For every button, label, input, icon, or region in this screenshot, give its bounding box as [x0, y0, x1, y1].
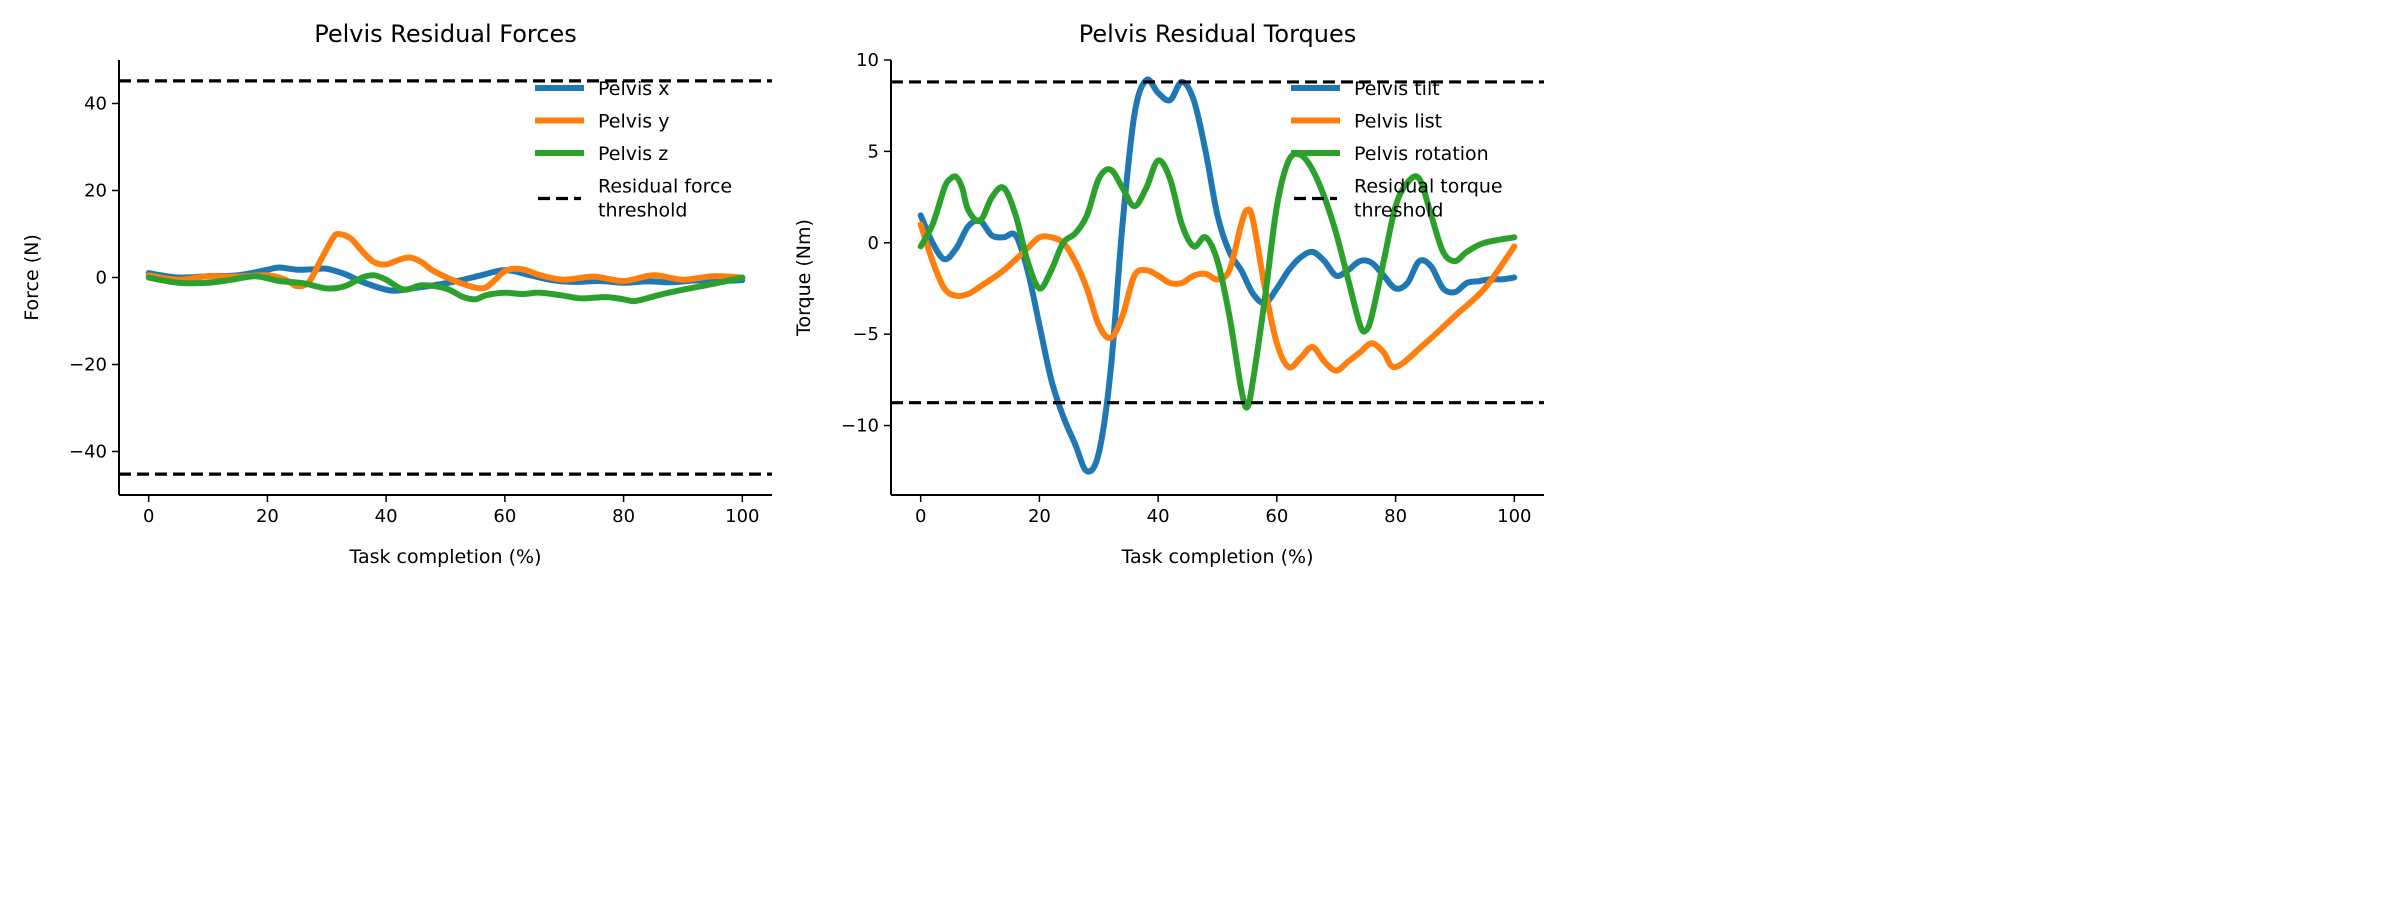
- forces-series-line-3: [145, 272, 746, 305]
- forces-x-tick-label: 80: [612, 506, 635, 527]
- forces-chart-title: Pelvis Residual Forces: [314, 20, 576, 48]
- torques-x-tick-label: 40: [1147, 506, 1170, 527]
- torques-y-tick-label: −10: [841, 416, 879, 437]
- forces-x-tick-label: 40: [375, 506, 398, 527]
- torques-series-line-2: [917, 206, 1518, 374]
- forces-legend: Pelvis x Pelvis y Pelvis z Residual force th…: [535, 78, 732, 222]
- torques-y-tick-label: −5: [852, 324, 879, 345]
- forces-y-tick-label: 40: [84, 94, 107, 115]
- forces-y-tick-label: −20: [69, 355, 107, 376]
- torques-series-line-1: [917, 76, 1518, 475]
- forces-legend-threshold-label: Residual force threshold: [598, 176, 732, 222]
- torques-x-axis-label: Task completion (%): [1121, 546, 1314, 568]
- forces-panel: Pelvis Residual Forces 0 20 40 60 80 100 −40 −20…: [21, 20, 772, 568]
- torques-y-tick-label: 0: [868, 233, 879, 254]
- forces-y-axis-label: Force (N): [21, 234, 43, 320]
- torques-legend-label-2: Pelvis list: [1354, 111, 1442, 133]
- forces-legend-label-3: Pelvis z: [598, 143, 668, 165]
- torques-series-line-3: [917, 150, 1518, 411]
- forces-x-axis-label: Task completion (%): [349, 546, 542, 568]
- forces-x-tick-label: 20: [256, 506, 279, 527]
- torques-y-tick-label: 5: [868, 141, 879, 162]
- forces-y-tick-label: 0: [96, 268, 107, 289]
- torques-x-tick-label: 80: [1384, 506, 1407, 527]
- forces-legend-label-1: Pelvis x: [598, 78, 669, 100]
- torques-legend-label-3: Pelvis rotation: [1354, 143, 1489, 165]
- torques-legend-label-1: Pelvis tilt: [1354, 78, 1440, 100]
- torques-x-tick-label: 20: [1028, 506, 1051, 527]
- torques-x-tick-label: 0: [915, 506, 926, 527]
- forces-x-tick-label: 0: [143, 506, 154, 527]
- torques-x-tick-label: 100: [1497, 506, 1531, 527]
- forces-y-tick-label: 20: [84, 181, 107, 202]
- forces-x-tick-label: 100: [725, 506, 759, 527]
- forces-x-tick-label: 60: [493, 506, 516, 527]
- torques-x-tick-label: 60: [1265, 506, 1288, 527]
- torques-legend: Pelvis tilt Pelvis list Pelvis rotation Res…: [1291, 78, 1503, 222]
- torques-y-axis-label: Torque (Nm): [793, 219, 815, 337]
- torques-legend-threshold-label: Residual torque threshold: [1354, 176, 1503, 222]
- torques-chart-title: Pelvis Residual Torques: [1079, 20, 1356, 48]
- forces-y-tick-label: −40: [69, 442, 107, 463]
- torques-y-tick-label: 10: [856, 50, 879, 71]
- forces-legend-label-2: Pelvis y: [598, 111, 669, 133]
